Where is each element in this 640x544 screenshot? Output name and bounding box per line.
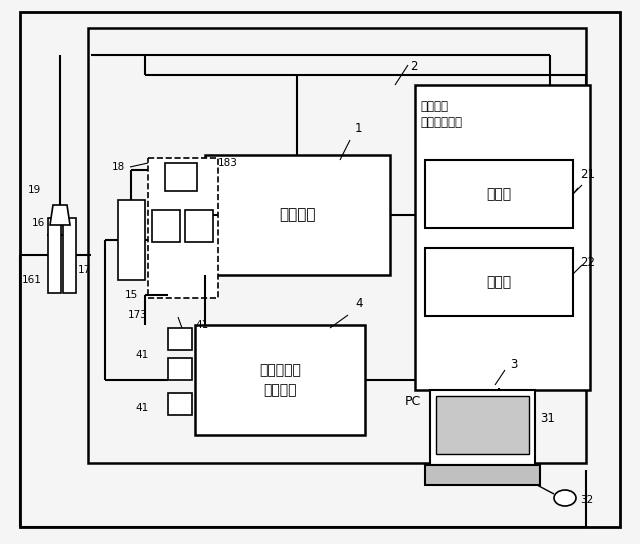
Text: 41: 41 bbox=[135, 403, 148, 413]
Text: 173: 173 bbox=[128, 310, 148, 320]
Bar bbox=[195, 325, 365, 435]
Text: 32: 32 bbox=[580, 495, 593, 505]
Bar bbox=[63, 218, 76, 293]
Text: 15: 15 bbox=[124, 290, 138, 300]
Text: 19: 19 bbox=[28, 185, 41, 195]
Text: PC: PC bbox=[405, 395, 421, 408]
Text: 18: 18 bbox=[112, 162, 125, 172]
Text: 4: 4 bbox=[355, 297, 362, 310]
Bar bbox=[168, 328, 192, 350]
Bar bbox=[168, 393, 192, 415]
Bar bbox=[88, 28, 586, 463]
Text: ロボット
コントローラ: ロボット コントローラ bbox=[420, 100, 462, 129]
Bar bbox=[168, 358, 192, 380]
Bar bbox=[425, 248, 573, 316]
Polygon shape bbox=[50, 205, 70, 225]
Bar bbox=[118, 200, 145, 280]
Bar bbox=[430, 390, 535, 465]
Text: 41: 41 bbox=[195, 320, 208, 330]
Text: 2: 2 bbox=[410, 60, 417, 73]
Text: 31: 31 bbox=[540, 411, 555, 424]
Text: 183: 183 bbox=[218, 158, 238, 168]
Bar bbox=[185, 210, 213, 242]
Bar bbox=[152, 210, 180, 242]
Bar bbox=[165, 163, 197, 191]
Text: 16: 16 bbox=[32, 218, 45, 228]
Text: 3: 3 bbox=[510, 358, 517, 372]
Ellipse shape bbox=[554, 490, 576, 506]
Text: オン／オフ
ボックス: オン／オフ ボックス bbox=[259, 363, 301, 397]
Text: 22: 22 bbox=[580, 256, 595, 269]
Text: 制御部: 制御部 bbox=[486, 187, 511, 201]
Text: 161: 161 bbox=[22, 275, 42, 285]
Bar bbox=[415, 85, 590, 390]
Text: 21: 21 bbox=[580, 169, 595, 182]
Text: 記憶部: 記憶部 bbox=[486, 275, 511, 289]
Bar bbox=[48, 218, 61, 293]
Bar bbox=[205, 155, 390, 275]
Bar bbox=[425, 465, 540, 485]
Bar bbox=[148, 158, 218, 298]
Bar bbox=[436, 396, 529, 454]
Text: ロボット: ロボット bbox=[279, 207, 316, 222]
Text: 41: 41 bbox=[135, 350, 148, 360]
Text: 1: 1 bbox=[355, 122, 362, 135]
Bar bbox=[425, 160, 573, 228]
Text: 17: 17 bbox=[78, 265, 92, 275]
